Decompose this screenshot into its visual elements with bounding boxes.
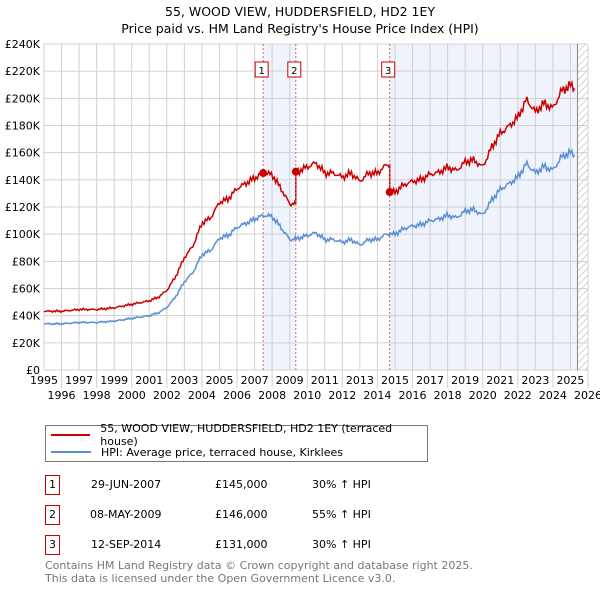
sale-hpi: 30% ↑ HPI: [312, 478, 371, 491]
y-tick-label: £140K: [5, 174, 41, 187]
sale-label: 2: [291, 66, 297, 77]
x-tick-label: 2005: [205, 374, 233, 387]
sale-badge: 1: [45, 475, 60, 495]
sale-point: [291, 167, 300, 176]
x-tick-label: 2001: [135, 374, 163, 387]
y-tick-label: £40K: [12, 310, 41, 323]
x-tick-label: 2000: [118, 389, 146, 402]
y-tick-label: £80K: [12, 255, 41, 268]
y-tick-label: £60K: [12, 283, 41, 296]
x-tick-label: 2007: [241, 374, 269, 387]
x-tick-label: 2017: [416, 374, 444, 387]
y-tick-label: £160K: [5, 147, 41, 160]
x-tick-label: 2026: [574, 389, 600, 402]
x-tick-label: 2016: [399, 389, 427, 402]
x-tick-label: 2015: [381, 374, 409, 387]
property-price-line: [43, 79, 576, 314]
sale-row: 1 29-JUN-2007 £145,000 30% ↑ HPI: [45, 475, 445, 495]
chart-subtitle: Price paid vs. HM Land Registry's House …: [121, 21, 479, 36]
y-tick-label: £20K: [12, 337, 41, 350]
sale-label: 1: [258, 66, 264, 77]
sale-price: £146,000: [215, 508, 268, 521]
sale-price: £131,000: [215, 538, 268, 551]
x-tick-label: 2021: [486, 374, 514, 387]
legend-label-property: 55, WOOD VIEW, HUDDERSFIELD, HD2 1EY (te…: [100, 422, 393, 448]
x-tick-label: 1995: [30, 374, 58, 387]
x-tick-label: 1998: [83, 389, 111, 402]
x-tick-label: 2025: [556, 374, 584, 387]
x-tick-label: 2024: [539, 389, 567, 402]
x-tick-label: 2013: [346, 374, 374, 387]
sale-label: 3: [385, 66, 391, 77]
y-tick-label: £120K: [5, 201, 41, 214]
y-tick-label: £220K: [5, 65, 41, 78]
sale-label-box: [381, 61, 396, 78]
chart-title: 55, WOOD VIEW, HUDDERSFIELD, HD2 1EY: [165, 4, 435, 19]
x-tick-label: 2011: [311, 374, 339, 387]
sale-row: 2 08-MAY-2009 £146,000 55% ↑ HPI: [45, 505, 445, 525]
x-tick-label: 1996: [48, 389, 76, 402]
sale-hpi: 30% ↑ HPI: [312, 538, 371, 551]
y-tick-label: £200K: [5, 92, 41, 105]
footer-licence: This data is licensed under the Open Gov…: [45, 572, 396, 585]
legend-swatch-property: [51, 434, 91, 436]
y-tick-label: £240K: [5, 38, 41, 51]
x-tick-label: 2020: [469, 389, 497, 402]
x-tick-label: 2009: [276, 374, 304, 387]
legend-swatch-hpi: [51, 451, 91, 453]
sale-row: 3 12-SEP-2014 £131,000 30% ↑ HPI: [45, 535, 445, 555]
sale-label-box: [287, 61, 302, 78]
sale-date: 08-MAY-2009: [90, 508, 162, 521]
legend: 55, WOOD VIEW, HUDDERSFIELD, HD2 1EY (te…: [45, 422, 428, 462]
x-tick-label: 2012: [328, 389, 356, 402]
x-tick-label: 1997: [65, 374, 93, 387]
legend-label-hpi: HPI: Average price, terraced house, Kirk…: [101, 445, 344, 459]
sale-date: 12-SEP-2014: [91, 538, 162, 551]
sale-badge: 2: [45, 505, 60, 525]
x-tick-label: 2022: [504, 389, 532, 402]
x-tick-label: 2019: [451, 374, 479, 387]
sale-date: 29-JUN-2007: [91, 478, 162, 491]
sale-price: £145,000: [215, 478, 268, 491]
x-tick-label: 1999: [100, 374, 128, 387]
y-tick-label: £180K: [5, 120, 41, 133]
x-tick-label: 2018: [434, 389, 462, 402]
x-tick-label: 2004: [188, 389, 216, 402]
plot-area: 1995 1996 1997 1998 1999 2000 2001 2002 2003 2004…: [5, 38, 600, 402]
y-tick-label: £0: [26, 364, 40, 377]
x-tick-label: 2006: [223, 389, 251, 402]
footer-copyright: Contains HM Land Registry data © Crown c…: [45, 559, 473, 572]
sale-hpi: 55% ↑ HPI: [312, 508, 371, 521]
sale-badge: 3: [45, 535, 60, 555]
x-tick-label: 2002: [153, 389, 181, 402]
x-tick-label: 2010: [293, 389, 321, 402]
x-tick-label: 2014: [363, 389, 391, 402]
x-tick-label: 2003: [170, 374, 198, 387]
y-tick-label: £100K: [5, 228, 41, 241]
sale-point: [259, 169, 268, 178]
sale-label-box: [254, 61, 269, 78]
x-tick-label: 2008: [258, 389, 286, 402]
sale-point: [385, 188, 394, 197]
hpi-line: [43, 146, 576, 326]
x-tick-label: 2023: [521, 374, 549, 387]
